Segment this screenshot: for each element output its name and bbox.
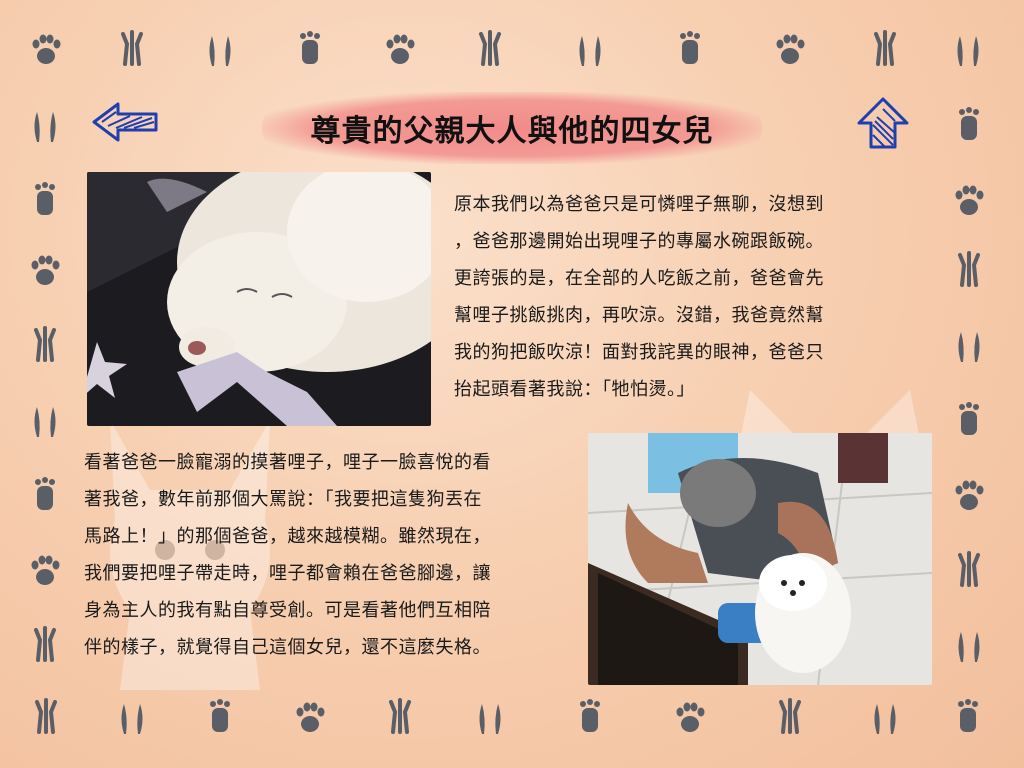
- paw-print-icon: [27, 698, 65, 736]
- paw-print-icon: [113, 30, 151, 68]
- paw-print-icon: [571, 698, 609, 736]
- paw-print-icon: [26, 251, 64, 289]
- paragraph-line: 看著爸爸一臉寵溺的摸著哩子，哩子一臉喜悅的看: [84, 452, 491, 473]
- paw-print-icon: [950, 106, 988, 144]
- paw-print-icon: [571, 30, 609, 68]
- paw-print-icon: [291, 698, 329, 736]
- paw-print-icon: [949, 30, 987, 68]
- paragraph-line: 更誇張的是，在全部的人吃飯之前，爸爸會先: [454, 268, 824, 289]
- paragraph-line: 伴的樣子，就覺得自己這個女兒，還不這麼失格。: [84, 637, 491, 658]
- paw-print-icon: [201, 698, 239, 736]
- paragraph-top: 原本我們以為爸爸只是可憐哩子無聊，沒想到 ，爸爸那邊開始出現哩子的專屬水碗跟飯碗…: [454, 186, 824, 408]
- paw-print-icon: [950, 626, 988, 664]
- paw-print-icon: [27, 30, 65, 68]
- home-button[interactable]: [855, 95, 911, 151]
- paw-print-icon: [950, 476, 988, 514]
- paw-print-icon: [771, 698, 809, 736]
- sleeping-white-dog-photo: [87, 172, 431, 426]
- left-arrow-icon: [92, 102, 158, 142]
- paragraph-bottom: 看著爸爸一臉寵溺的摸著哩子，哩子一臉喜悅的看 著我爸，數年前那個大罵說：「我要把…: [84, 444, 491, 666]
- ghost-dog-left-decoration: [110, 420, 270, 690]
- paw-print-icon: [201, 30, 239, 68]
- paw-print-icon: [866, 698, 904, 736]
- title-banner: 尊貴的父親大人與他的四女兒: [262, 92, 762, 164]
- paw-print-icon: [113, 698, 151, 736]
- title-splash: [262, 92, 762, 164]
- paw-print-icon: [381, 30, 419, 68]
- paw-print-icon: [950, 551, 988, 589]
- paw-print-icon: [381, 698, 419, 736]
- paragraph-line: 我們要把哩子帶走時，哩子都會賴在爸爸腳邊，讓: [84, 563, 491, 584]
- paw-print-icon: [26, 551, 64, 589]
- paragraph-line: 抬起頭看著我說：「牠怕燙。」: [454, 379, 695, 400]
- paw-print-icon: [949, 698, 987, 736]
- paw-print-icon: [771, 30, 809, 68]
- paragraph-line: ，爸爸那邊開始出現哩子的專屬水碗跟飯碗。: [454, 231, 824, 252]
- paw-print-icon: [950, 181, 988, 219]
- paw-print-icon: [671, 698, 709, 736]
- paw-print-icon: [26, 326, 64, 364]
- paw-print-icon: [950, 326, 988, 364]
- paw-print-icon: [866, 30, 904, 68]
- father-holding-dog-photo: [588, 433, 932, 685]
- paragraph-line: 幫哩子挑飯挑肉，再吹涼。沒錯，我爸竟然幫: [454, 305, 824, 326]
- paw-print-icon: [26, 181, 64, 219]
- paragraph-line: 馬路上！」的那個爸爸，越來越模糊。雖然現在，: [84, 526, 491, 547]
- up-arrow-icon: [857, 97, 909, 149]
- paw-print-icon: [950, 251, 988, 289]
- paw-print-icon: [26, 626, 64, 664]
- paw-print-icon: [26, 476, 64, 514]
- paragraph-line: 身為主人的我有點自尊受創。可是看著他們互相陪: [84, 600, 491, 621]
- paw-print-icon: [671, 30, 709, 68]
- paw-print-icon: [471, 698, 509, 736]
- page-title: 尊貴的父親大人與他的四女兒: [310, 114, 714, 149]
- paw-print-icon: [26, 401, 64, 439]
- paragraph-line: 我的狗把飯吹涼！面對我詫異的眼神，爸爸只: [454, 342, 824, 363]
- paw-print-icon: [26, 106, 64, 144]
- paw-print-icon: [471, 30, 509, 68]
- paw-print-icon: [950, 401, 988, 439]
- paw-print-icon: [291, 30, 329, 68]
- paragraph-line: 著我爸，數年前那個大罵說：「我要把這隻狗丟在: [84, 489, 482, 510]
- back-button[interactable]: [90, 100, 160, 144]
- paragraph-line: 原本我們以為爸爸只是可憐哩子無聊，沒想到: [454, 194, 824, 215]
